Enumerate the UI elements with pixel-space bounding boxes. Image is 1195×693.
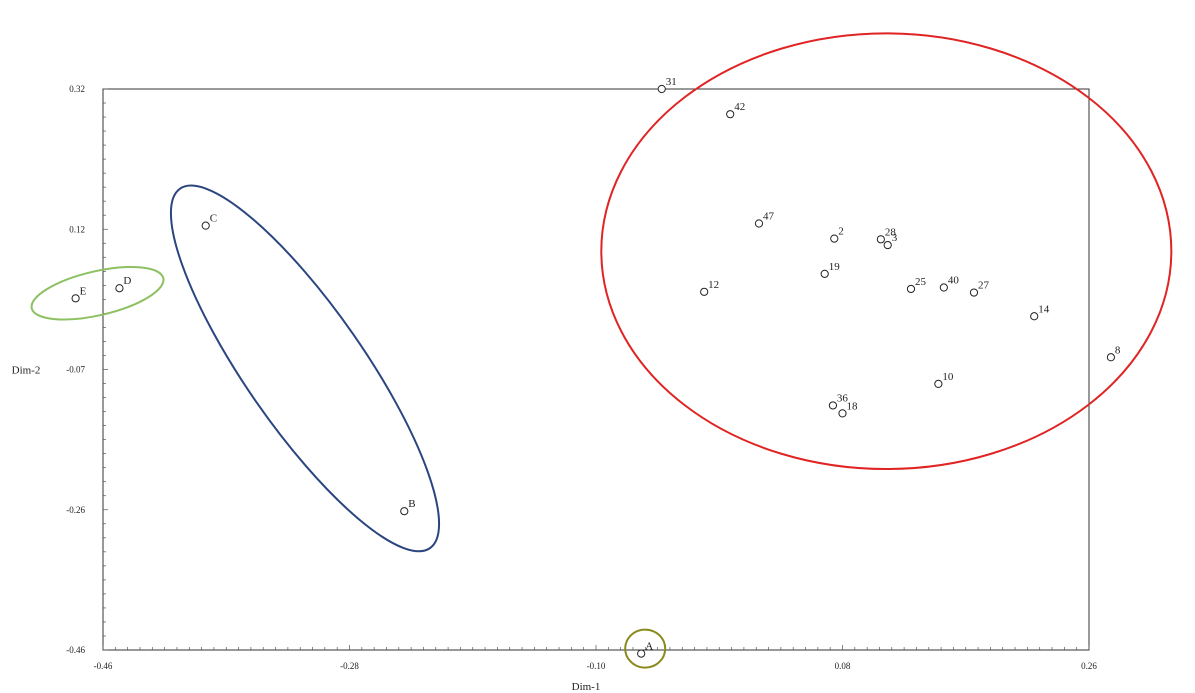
- data-point: [201, 221, 210, 230]
- point-label: 14: [1038, 303, 1050, 315]
- point-label: 8: [1115, 344, 1121, 356]
- y-axis-title: Dim-2: [12, 365, 41, 377]
- data-point: [934, 379, 943, 388]
- data-point: [637, 649, 646, 658]
- data-point: [71, 294, 80, 303]
- point-label: 10: [942, 371, 954, 383]
- point-label: 36: [837, 392, 849, 404]
- x-tick-label: -0.46: [94, 661, 113, 671]
- point-label: 19: [829, 261, 841, 273]
- point-label: 27: [978, 280, 990, 292]
- data-point: [820, 269, 829, 278]
- x-tick-label: 0.08: [835, 661, 851, 671]
- x-tick-label: 0.26: [1081, 661, 1097, 671]
- cluster-ellipse: [169, 184, 441, 553]
- data-point: [876, 235, 885, 244]
- point-label: 3: [892, 232, 898, 244]
- point-label: 31: [666, 76, 677, 88]
- data-point: [115, 284, 124, 293]
- data-point: [400, 507, 409, 516]
- x-tick-label: -0.10: [587, 661, 606, 671]
- data-point: [906, 284, 916, 294]
- data-point: [883, 240, 892, 250]
- cluster-ellipse: [30, 266, 165, 321]
- data-point: [939, 283, 948, 292]
- x-axis-title: Dim-1: [572, 681, 601, 693]
- point-label: 40: [948, 275, 960, 287]
- point-label: A: [645, 641, 653, 653]
- plot-border: [102, 88, 1090, 651]
- point-label: 25: [915, 276, 927, 288]
- point-label: 12: [708, 279, 719, 291]
- plot-frame: [102, 88, 1090, 651]
- cluster-ellipse: [624, 628, 667, 669]
- y-tick-label: -0.26: [66, 505, 85, 515]
- point-label: 28: [885, 226, 897, 238]
- data-point: [838, 409, 847, 418]
- y-tick-label: -0.07: [66, 365, 85, 375]
- point-label: D: [123, 275, 131, 287]
- data-point: [969, 288, 979, 297]
- axis-ticks: -0.46 -0.28 -0.10 0.08 0.26 0.32 0.12 -0.07 -0.2…: [66, 84, 1097, 671]
- point-label: 47: [763, 210, 775, 222]
- cluster-ellipses: [30, 32, 1173, 669]
- point-label: 42: [734, 101, 745, 113]
- data-point: [657, 84, 666, 94]
- data-point: [1106, 353, 1116, 362]
- data-point: [1030, 312, 1039, 321]
- point-label: E: [80, 285, 87, 297]
- x-tick-label: -0.28: [340, 661, 359, 671]
- data-point: [726, 110, 735, 119]
- point-label: C: [210, 213, 217, 225]
- point-label: 18: [847, 400, 859, 412]
- cluster-ellipse: [600, 32, 1173, 471]
- data-point: [830, 234, 839, 243]
- data-point: [754, 219, 764, 228]
- y-tick-label: 0.32: [69, 84, 85, 94]
- y-tick-label: -0.46: [66, 645, 85, 655]
- point-label: B: [408, 498, 415, 510]
- point-label: 2: [838, 226, 844, 238]
- y-tick-label: 0.12: [69, 224, 85, 234]
- data-point: [828, 401, 838, 410]
- data-point: [700, 287, 709, 296]
